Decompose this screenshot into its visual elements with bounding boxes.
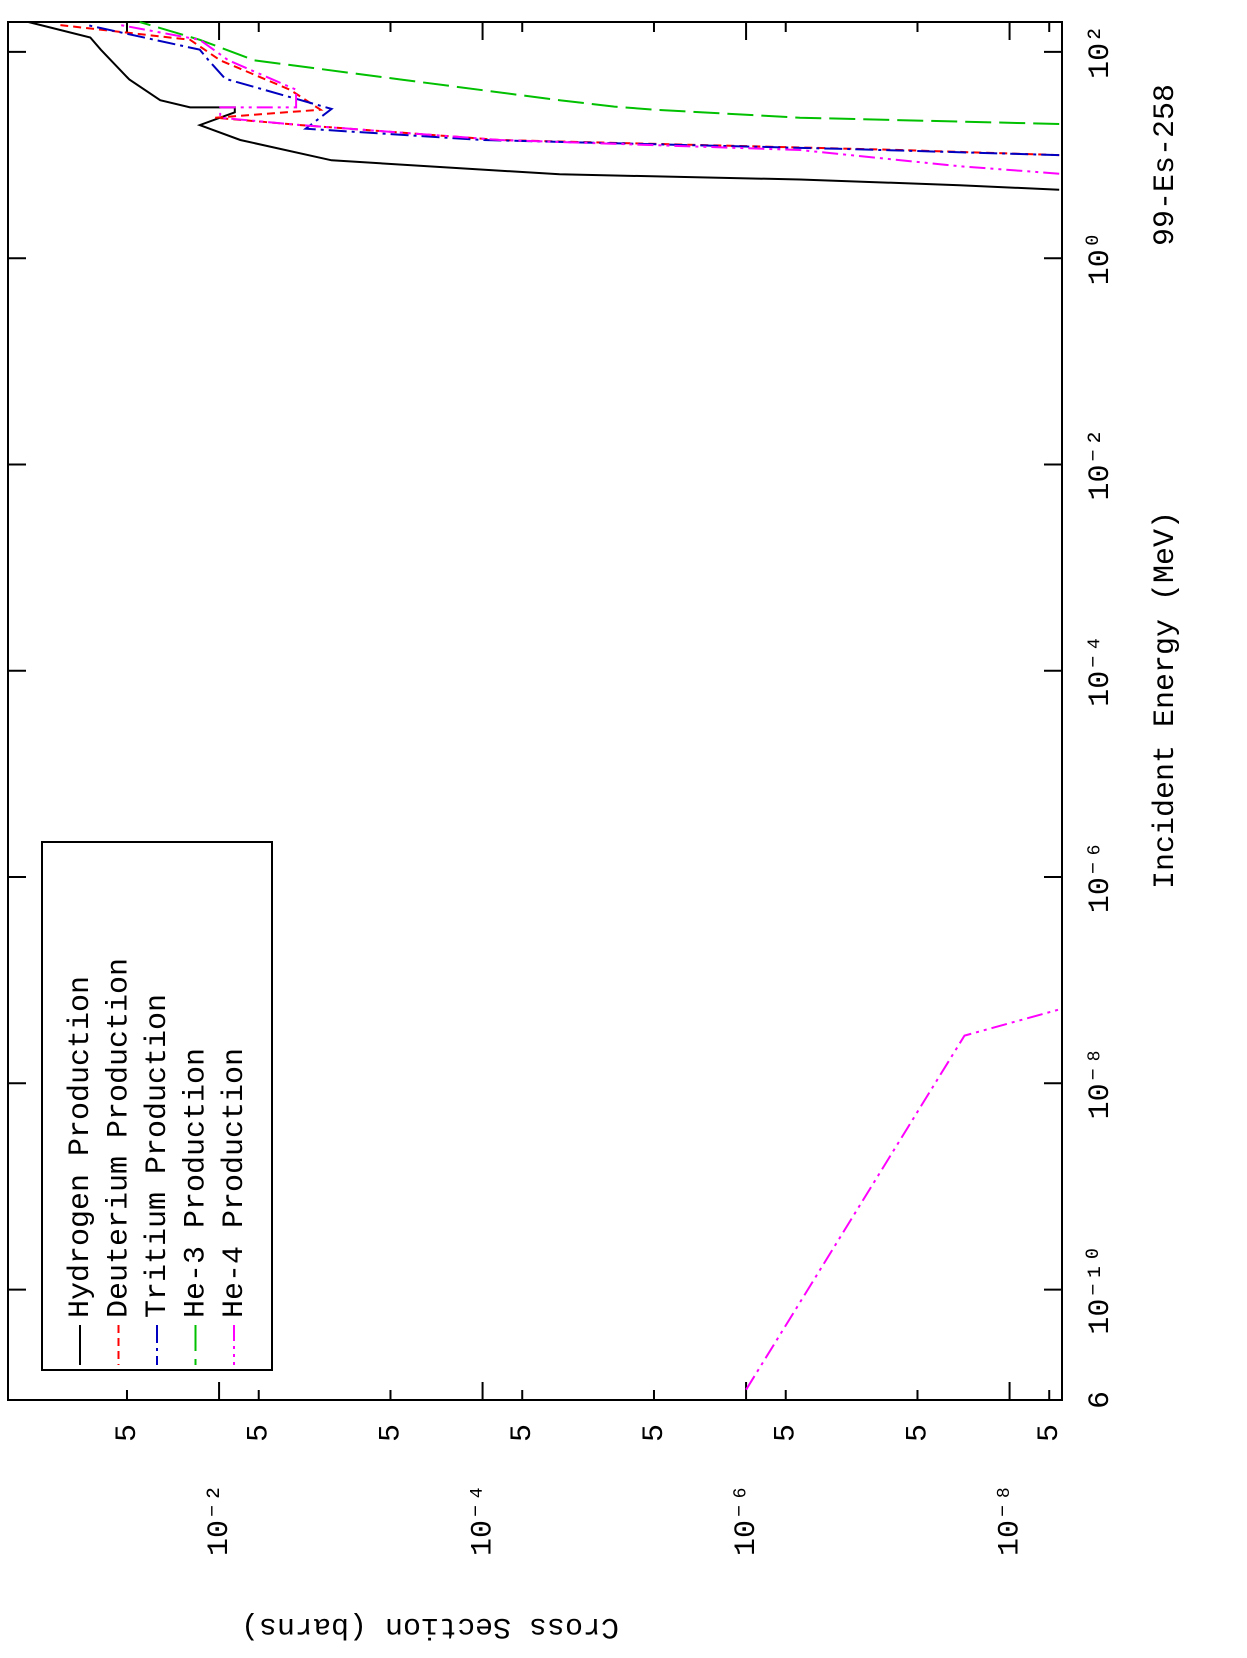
x-tick-label: 10⁻⁶ — [1084, 841, 1118, 913]
y-tick-label: 5 — [243, 1424, 277, 1442]
legend-label: Hydrogen Production — [64, 976, 98, 1318]
annotation: 6 — [1084, 1391, 1118, 1409]
y-tick-label: 10⁻² — [203, 1484, 237, 1556]
x-tick-label: 10⁻⁸ — [1084, 1047, 1118, 1119]
y-tick-label: 5 — [111, 1424, 145, 1442]
series-line — [87, 24, 1060, 157]
series-line — [60, 24, 1060, 157]
x-axis-label: Incident Energy (MeV) — [1149, 511, 1183, 889]
legend-label: He-4 Production — [218, 1048, 252, 1318]
x-tick-label: 10⁻¹⁰ — [1084, 1245, 1118, 1335]
legend-box — [41, 841, 273, 1371]
series-line — [139, 21, 1060, 125]
plot-frame — [7, 21, 1063, 1401]
legend-label: He-3 Production — [179, 1048, 213, 1318]
y-tick-label: 5 — [770, 1424, 804, 1442]
y-tick-label: 5 — [374, 1424, 408, 1442]
y-tick-label: 10⁻⁶ — [730, 1484, 764, 1556]
y-tick-label: 10⁻⁴ — [466, 1484, 500, 1556]
y-axis-label: Cross Section (barns) — [241, 1609, 619, 1643]
y-tick-label: 5 — [506, 1424, 540, 1442]
y-tick-label: 10⁻⁸ — [993, 1484, 1027, 1556]
annotation: 99-Es-258 — [1149, 84, 1183, 246]
x-tick-label: 10⁻² — [1084, 428, 1118, 500]
legend-label: Tritium Production — [141, 994, 175, 1318]
series-line — [28, 21, 1060, 191]
series-line — [120, 24, 1060, 1391]
x-tick-label: 10⁻⁴ — [1084, 635, 1118, 707]
y-tick-label: 5 — [638, 1424, 672, 1442]
y-tick-label: 5 — [1033, 1424, 1067, 1442]
x-tick-label: 10⁰ — [1084, 231, 1118, 285]
y-tick-label: 5 — [901, 1424, 935, 1442]
legend-label: Deuterium Production — [102, 958, 136, 1318]
x-tick-label: 10² — [1084, 25, 1118, 79]
